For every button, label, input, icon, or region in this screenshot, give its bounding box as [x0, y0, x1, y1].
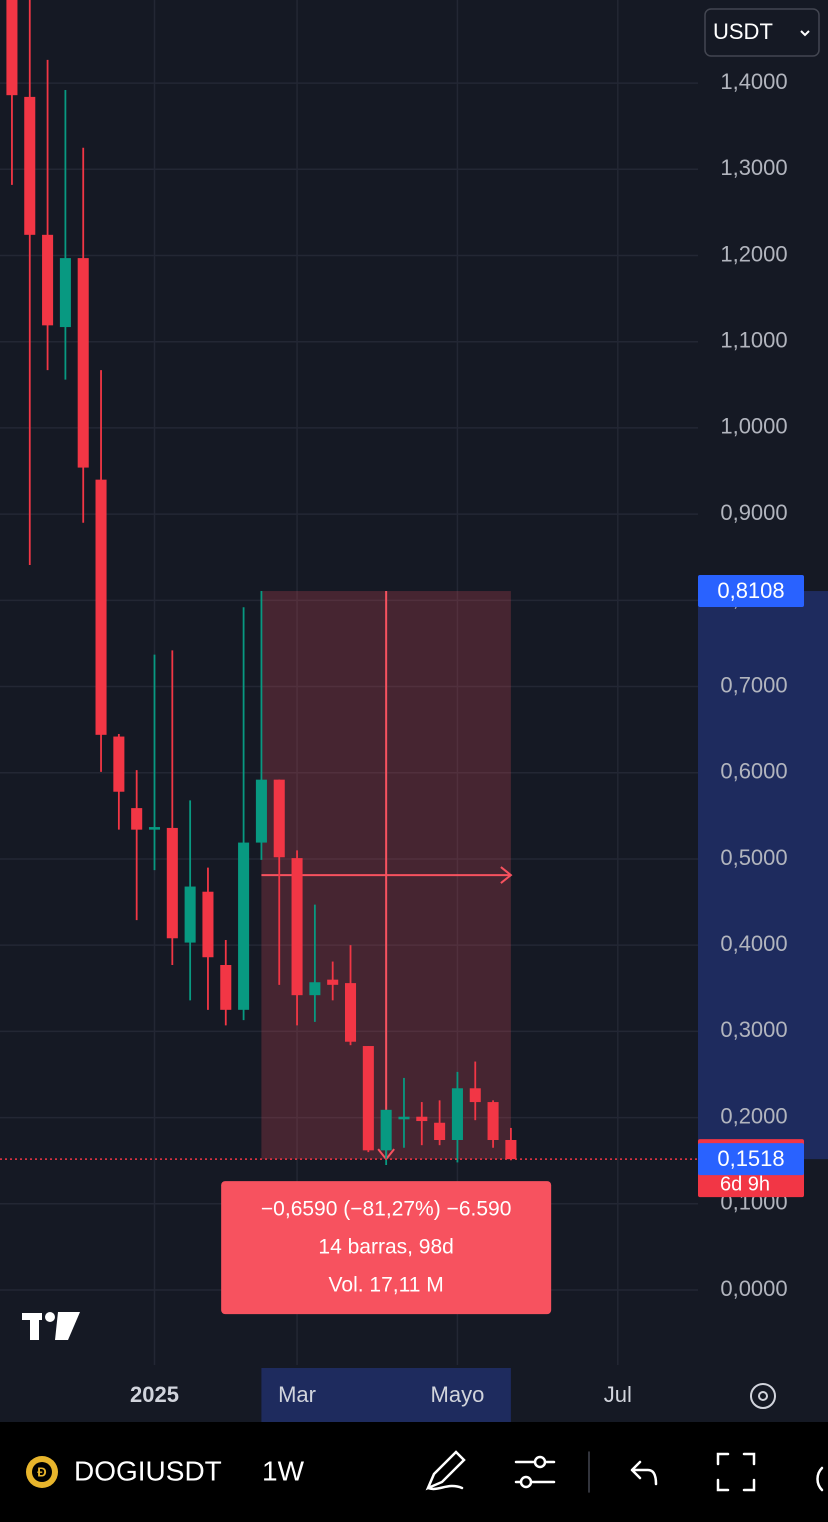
price-label-box	[698, 575, 804, 608]
y-tick-label: 0,5000	[720, 845, 787, 870]
currency: USDT	[713, 19, 773, 44]
settings-icon[interactable]	[514, 1455, 556, 1489]
currency-select[interactable]: USDT	[704, 8, 820, 57]
countdown: 6d 9h	[720, 1173, 770, 1195]
svg-text:Đ: Đ	[37, 1464, 46, 1479]
candle-body	[309, 982, 321, 996]
draw-icon[interactable]	[425, 1450, 466, 1491]
x-tick-label: 2025	[130, 1382, 179, 1407]
candle-body	[487, 1102, 499, 1140]
axis-highlight	[698, 591, 828, 1160]
symbol: DOGIUSDT	[74, 1455, 222, 1486]
candle-body	[469, 1088, 481, 1103]
y-tick-label: 0,4000	[720, 931, 787, 956]
measure-tooltip	[221, 1181, 552, 1315]
candle-body	[59, 258, 71, 328]
price-label: 0,8108	[717, 578, 784, 603]
measure-text: 14 barras, 98d	[318, 1236, 453, 1259]
y-tick-label: 0,9000	[720, 500, 787, 525]
more-icon[interactable]	[816, 1466, 824, 1492]
candle-body	[380, 1109, 392, 1151]
candle-body	[362, 1046, 374, 1151]
fullscreen-icon[interactable]	[716, 1452, 756, 1492]
candle-body	[291, 858, 303, 996]
candle-body	[95, 479, 107, 735]
candle-body	[202, 891, 214, 958]
measure-text: Vol. 17,11 M	[329, 1274, 444, 1297]
candle-body	[42, 234, 54, 326]
y-tick-label: 1,0000	[720, 414, 787, 439]
y-tick-label: 0,7000	[720, 672, 787, 697]
y-tick-label: 1,2000	[720, 241, 787, 266]
y-tick-label: 0,3000	[720, 1017, 787, 1042]
interval[interactable]: 1W	[262, 1455, 305, 1486]
x-tick-label: Mayo	[431, 1382, 485, 1407]
measure-text: −0,6590 (−81,27%) −6.590	[261, 1198, 511, 1221]
candle-body	[505, 1140, 517, 1160]
candle-body	[184, 886, 196, 943]
candle-body	[255, 779, 267, 843]
settings-gear[interactable]	[750, 1383, 776, 1409]
candle-body	[451, 1088, 463, 1140]
candle-body	[238, 842, 250, 1010]
candle-body	[220, 965, 232, 1010]
y-tick-label: 1,4000	[720, 69, 787, 94]
price-label: 0,1518	[717, 1146, 784, 1171]
candle-body	[6, 0, 18, 96]
candle-body	[398, 1116, 410, 1120]
y-tick-label: 0,6000	[720, 759, 787, 784]
fade	[228, 1440, 258, 1510]
undo-icon[interactable]	[630, 1460, 658, 1486]
plot: 0,00000,10000,20000,30000,40000,50000,60…	[0, 0, 828, 1422]
candle-body	[131, 808, 143, 830]
candle-body	[77, 258, 89, 468]
toolbar-icons	[425, 1450, 824, 1493]
candle-body	[113, 736, 125, 792]
candle-body	[273, 779, 285, 858]
candle-body	[327, 979, 339, 985]
candle-body	[344, 983, 357, 1042]
candle-body	[434, 1122, 446, 1140]
candle-body	[148, 827, 161, 830]
price-label-box	[698, 1143, 804, 1176]
y-tick-label: 1,3000	[720, 155, 787, 180]
x-tick-label: Jul	[604, 1382, 632, 1407]
x-axis-highlight	[261, 1368, 511, 1422]
y-tick-label: 1,1000	[720, 328, 787, 353]
symbol-button[interactable]: Đ DOGIUSDT	[26, 1455, 222, 1488]
toolbar	[0, 1422, 828, 1522]
tv-logo	[22, 1312, 80, 1340]
y-tick-label: 0,0000	[720, 1276, 787, 1301]
candle-body	[24, 96, 36, 235]
x-tick-label: Mar	[278, 1382, 316, 1407]
measure-harrow	[500, 866, 513, 884]
y-tick-label: 0,2000	[720, 1103, 787, 1128]
candle-body	[166, 827, 178, 939]
candle-body	[416, 1116, 428, 1122]
